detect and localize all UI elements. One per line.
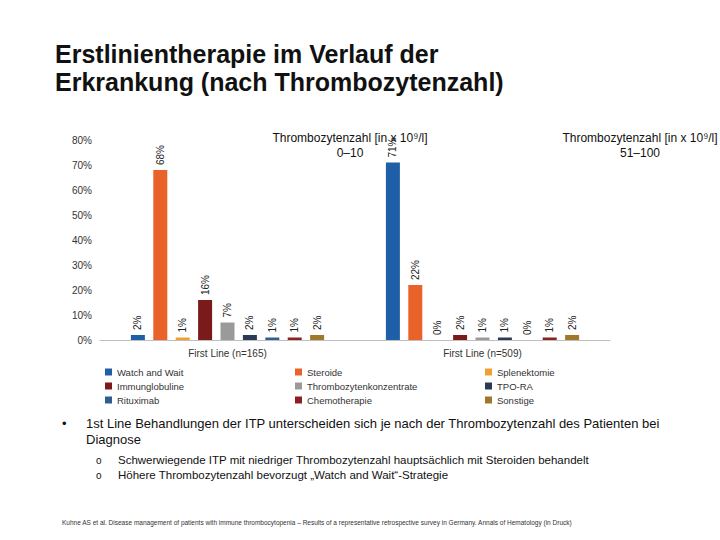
svg-text:30%: 30% (72, 260, 92, 271)
svg-text:40%: 40% (72, 235, 92, 246)
svg-text:1%: 1% (177, 318, 188, 333)
html-text:Schwerwiegende ITP mit niedrig: Schwerwiegende ITP mit niedriger Thrombo… (118, 454, 589, 466)
svg-text:2%: 2% (312, 315, 323, 330)
svg-text:7%: 7% (222, 303, 233, 318)
svg-text:70%: 70% (72, 160, 92, 171)
svg-text:Thrombozytenzahl [in x 10⁹/l]: Thrombozytenzahl [in x 10⁹/l] (272, 131, 427, 145)
svg-text:Sonstige: Sonstige (497, 395, 534, 406)
svg-text:2%: 2% (244, 315, 255, 330)
svg-text:Chemotherapie: Chemotherapie (307, 395, 372, 406)
svg-text:Thrombozytenkonzentrate: Thrombozytenkonzentrate (307, 381, 417, 392)
svg-text:0%: 0% (522, 320, 533, 335)
html-text:Erstlinientherapie im Verlauf: Erstlinientherapie im Verlauf der (55, 40, 439, 68)
html-text:Erkrankung (nach Thrombozytenz: Erkrankung (nach Thrombozytenzahl) (55, 68, 504, 96)
svg-text:Immunglobuline: Immunglobuline (117, 381, 184, 392)
svg-text:Watch and Wait: Watch and Wait (117, 367, 184, 378)
svg-text:1%: 1% (544, 318, 555, 333)
svg-text:Steroide: Steroide (307, 367, 342, 378)
svg-text:2%: 2% (132, 315, 143, 330)
svg-text:1%: 1% (499, 318, 510, 333)
svg-text:1%: 1% (477, 318, 488, 333)
svg-text:1%: 1% (267, 318, 278, 333)
svg-text:10%: 10% (72, 310, 92, 321)
html-text:Höhere Thrombozytenzahl bevorz: Höhere Thrombozytenzahl bevorzugt „Watch… (118, 469, 448, 481)
svg-text:2%: 2% (455, 315, 466, 330)
svg-text:TPO-RA: TPO-RA (497, 381, 534, 392)
svg-text:68%: 68% (155, 145, 166, 165)
svg-text:1%: 1% (289, 318, 300, 333)
svg-text:Splenektomie: Splenektomie (497, 367, 555, 378)
svg-text:First Line (n=509): First Line (n=509) (443, 348, 522, 359)
svg-text:Rituximab: Rituximab (117, 395, 159, 406)
svg-text:71%: 71% (387, 137, 399, 158)
html-text:1st Line Behandlungen der ITP: 1st Line Behandlungen der ITP unterschei… (86, 416, 660, 447)
svg-text:50%: 50% (72, 210, 92, 221)
svg-text:20%: 20% (72, 285, 92, 296)
html-text:Kuhne AS et al. Disease manage: Kuhne AS et al. Disease management of pa… (62, 519, 572, 526)
svg-text:Thrombozytenzahl [in x 10⁹/l]: Thrombozytenzahl [in x 10⁹/l] (562, 131, 717, 145)
svg-text:2%: 2% (567, 315, 578, 330)
svg-text:60%: 60% (72, 185, 92, 196)
svg-text:First Line (n=165): First Line (n=165) (188, 348, 267, 359)
svg-text:22%: 22% (410, 260, 421, 280)
svg-text:51–100: 51–100 (620, 146, 660, 160)
svg-text:0%: 0% (432, 320, 443, 335)
svg-text:80%: 80% (72, 135, 92, 146)
svg-text:0%: 0% (78, 335, 93, 346)
svg-text:16%: 16% (200, 275, 211, 295)
svg-text:0–10: 0–10 (337, 146, 364, 160)
